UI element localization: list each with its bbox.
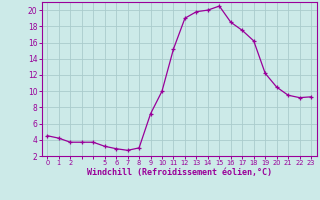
X-axis label: Windchill (Refroidissement éolien,°C): Windchill (Refroidissement éolien,°C) <box>87 168 272 177</box>
